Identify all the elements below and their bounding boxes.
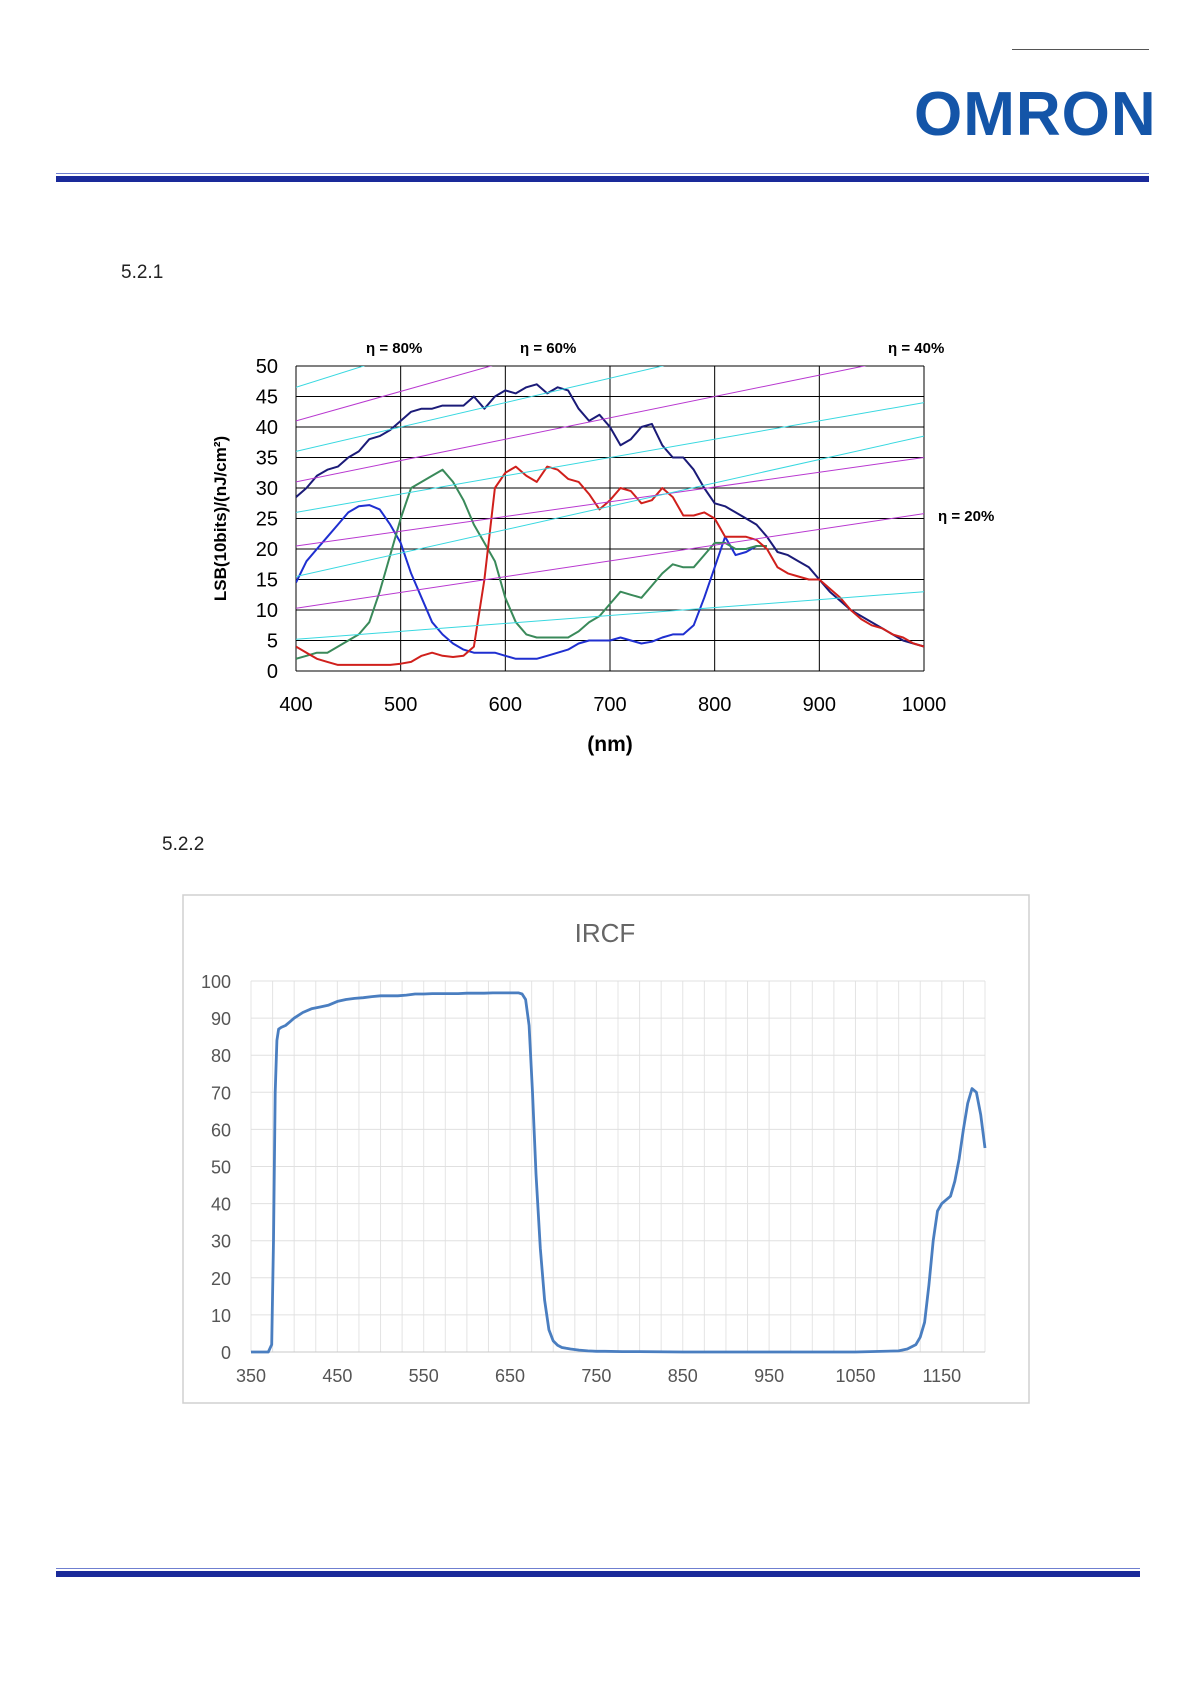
x-tick-label: 850: [668, 1366, 698, 1386]
y-tick-label: 15: [256, 570, 278, 592]
y-tick-label: 70: [211, 1083, 231, 1103]
iso-efficiency-line: [296, 457, 924, 547]
x-tick-label: 700: [593, 694, 626, 716]
section-number-5-2-1: 5.2.1: [121, 262, 164, 283]
omron-logo: OMRON: [914, 80, 1157, 149]
y-axis-label: LSB(10bits)/(nJ/cm²): [211, 436, 230, 601]
x-tick-label: 1000: [902, 694, 947, 716]
iso-efficiency-line: [296, 402, 924, 513]
x-tick-label: 500: [384, 694, 417, 716]
x-tick-label: 450: [322, 1366, 352, 1386]
x-tick-label: 750: [581, 1366, 611, 1386]
y-tick-label: 30: [211, 1232, 231, 1252]
y-tick-label: 0: [221, 1343, 231, 1363]
y-tick-label: 25: [256, 509, 278, 531]
efficiency-annotation: η = 40%: [888, 340, 944, 357]
y-tick-label: 90: [211, 1009, 231, 1029]
y-tick-label: 0: [267, 661, 278, 683]
x-axis-label: (nm): [587, 733, 633, 756]
x-tick-label: 800: [698, 694, 731, 716]
chart-frame: [182, 894, 1030, 1404]
series-line-3: [296, 465, 924, 666]
iso-efficiency-line: [296, 366, 366, 388]
y-tick-label: 60: [211, 1120, 231, 1140]
y-tick-label: 40: [211, 1195, 231, 1215]
y-tick-label: 45: [256, 387, 278, 409]
header-top-line: [1012, 49, 1149, 50]
iso-efficiency-line: [296, 591, 924, 640]
chart-title: IRCF: [575, 918, 636, 948]
y-tick-label: 80: [211, 1046, 231, 1066]
header-rule: [56, 173, 1149, 182]
y-tick-label: 35: [256, 448, 278, 470]
series-line-2: [296, 468, 767, 660]
x-tick-label: 1150: [922, 1366, 961, 1386]
iso-efficiency-line: [296, 366, 665, 452]
y-tick-label: 20: [211, 1269, 231, 1289]
y-tick-label: 50: [256, 356, 278, 378]
x-tick-label: 650: [495, 1366, 525, 1386]
y-tick-label: 10: [256, 600, 278, 622]
y-tick-label: 100: [201, 972, 231, 992]
y-tick-label: 50: [211, 1158, 231, 1178]
footer-rule: [56, 1568, 1140, 1577]
y-tick-label: 40: [256, 417, 278, 439]
iso-efficiency-line: [296, 366, 867, 483]
efficiency-annotation: η = 60%: [520, 340, 576, 357]
ircf-transmission-line: [251, 991, 987, 1354]
x-tick-label: 350: [236, 1366, 266, 1386]
efficiency-annotation: η = 80%: [366, 340, 422, 357]
y-tick-label: 5: [267, 631, 278, 653]
sensitivity-chart: 0 5 10 15 20 25 30 35 40 45 50 400 500 600 700 800 900 10…: [211, 340, 994, 756]
plot-area: [296, 366, 924, 666]
y-tick-label: 10: [211, 1306, 231, 1326]
iso-efficiency-line: [296, 366, 493, 422]
y-tick-label: 20: [256, 539, 278, 561]
x-tick-label: 600: [489, 694, 522, 716]
x-tick-label: 900: [803, 694, 836, 716]
section-number-5-2-2: 5.2.2: [162, 834, 205, 855]
series-line-1: [296, 504, 767, 660]
x-tick-label: 400: [279, 694, 312, 716]
efficiency-annotation: η = 20%: [938, 508, 994, 525]
x-tick-label: 1050: [835, 1366, 875, 1386]
x-tick-label: 550: [409, 1366, 439, 1386]
y-tick-label: 30: [256, 478, 278, 500]
iso-efficiency-line: [296, 513, 924, 609]
iso-efficiency-line: [296, 435, 924, 577]
x-tick-label: 950: [754, 1366, 784, 1386]
